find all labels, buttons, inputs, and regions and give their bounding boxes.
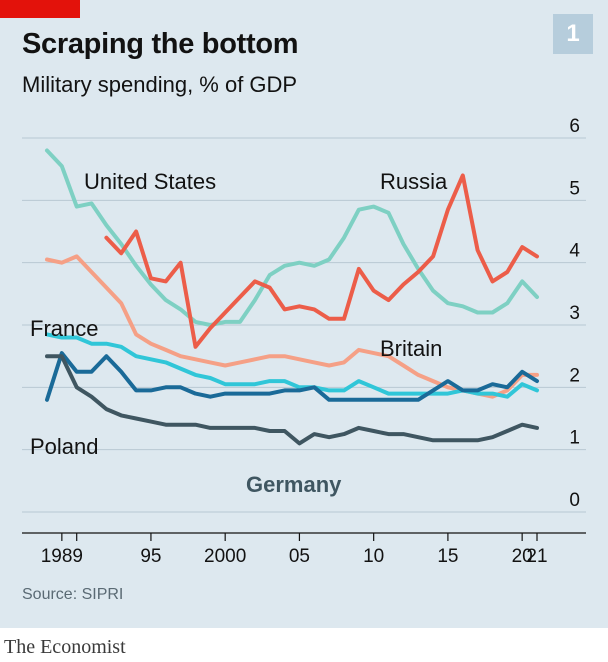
- series-label-germany: Germany: [246, 472, 342, 497]
- y-tick-label: 3: [569, 303, 580, 324]
- series-label-united-states: United States: [84, 169, 216, 194]
- source-note: Source: SIPRI: [22, 586, 124, 603]
- x-tick-label: 1989: [41, 546, 83, 567]
- brand-red-tag: [0, 0, 80, 18]
- chart-title: Scraping the bottom: [22, 28, 299, 60]
- series-lines: [45, 148, 539, 446]
- x-tick-label: 21: [526, 546, 547, 567]
- series-label-russia: Russia: [380, 169, 448, 194]
- chart-number-badge: 1: [553, 14, 593, 54]
- series-label-france: France: [30, 316, 98, 341]
- y-tick-label: 6: [569, 116, 580, 137]
- y-tick-label: 2: [569, 365, 580, 386]
- y-tick-label: 4: [569, 241, 580, 262]
- y-tick-label: 5: [569, 178, 580, 199]
- x-tick-label: 20: [512, 546, 533, 567]
- x-tick-label: 15: [437, 546, 458, 567]
- series-line-germany: [45, 354, 539, 446]
- x-tick-label: 2000: [204, 546, 246, 567]
- series-line-britain: [45, 254, 539, 399]
- y-tick-label: 1: [569, 428, 580, 449]
- y-tick-label: 0: [569, 490, 580, 511]
- chart-subtitle: Military spending, % of GDP: [22, 72, 298, 97]
- series-line-russia: [104, 173, 539, 349]
- series-line-united-states: [45, 148, 539, 327]
- series-label-poland: Poland: [30, 434, 99, 459]
- brand-logo: The Economist: [4, 636, 126, 658]
- series-labels: United States Russia Britain France Poland Ge…: [30, 169, 448, 497]
- series-line-france: [45, 332, 539, 399]
- x-tick-label: 05: [289, 546, 310, 567]
- x-tick-label: 95: [140, 546, 161, 567]
- series-label-britain: Britain: [380, 336, 442, 361]
- series-line-poland: [45, 351, 539, 402]
- chart-panel: [0, 0, 608, 628]
- x-tick-label: 10: [363, 546, 384, 567]
- gridlines: 0 1 2 3 4 5 6: [22, 116, 586, 513]
